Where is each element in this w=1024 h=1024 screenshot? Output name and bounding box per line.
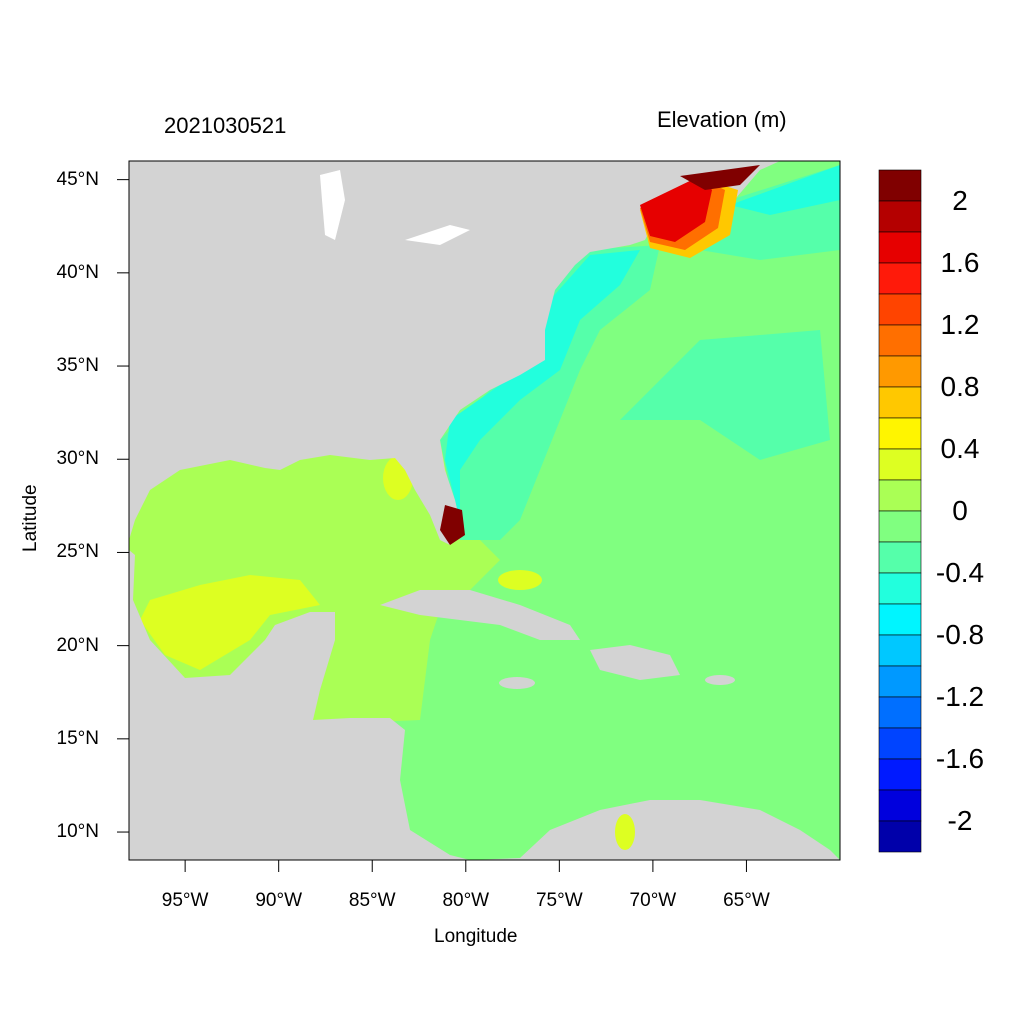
ne-coastal-region	[730, 165, 840, 215]
mid-atlantic-region	[620, 330, 830, 460]
y-tick-label: 20°N	[56, 634, 99, 656]
x-tick-label: 85°W	[348, 890, 396, 911]
jamaica-land	[499, 677, 535, 689]
colorbar-swatch	[878, 572, 922, 605]
colorbar-swatch	[878, 355, 922, 388]
colorbar-label: -2	[947, 805, 973, 836]
x-tick-label: 95°W	[161, 890, 209, 911]
y-tick-label: 10°N	[56, 821, 99, 843]
colorbar-swatch	[878, 324, 922, 357]
colorbar-swatch	[878, 231, 922, 264]
colorbar-label: -1.6	[935, 743, 985, 774]
cuba-land	[380, 590, 580, 640]
x-axis-label: Longitude	[434, 926, 518, 947]
colorbar-swatch	[878, 603, 922, 636]
x-tick-label: 90°W	[255, 890, 303, 911]
y-tick-label: 25°N	[56, 541, 99, 563]
campeche-region	[140, 575, 320, 670]
colorbar-swatch	[878, 758, 922, 791]
colorbar-swatch	[878, 696, 922, 729]
south-florida-surge	[440, 505, 465, 545]
colorbar-swatch	[878, 200, 922, 233]
colorbar-swatch	[878, 510, 922, 543]
colorbar-swatch	[878, 293, 922, 326]
colorbar-label: -1.2	[935, 681, 985, 712]
colorbar-label: 2	[952, 185, 968, 216]
colorbar-swatch	[878, 727, 922, 760]
map-frame	[128, 160, 841, 861]
colorbar-swatch	[878, 634, 922, 667]
x-tick-label: 70°W	[629, 890, 677, 911]
colorbar-title: Elevation (m)	[657, 107, 787, 132]
y-tick-label: 40°N	[56, 261, 99, 283]
south-america-land	[470, 800, 840, 860]
x-tick-label: 75°W	[535, 890, 583, 911]
colorbar-swatch	[878, 820, 922, 853]
colorbar-label: -0.8	[935, 619, 985, 650]
plot-timestamp: 2021030521	[164, 113, 287, 138]
colorbar-label: 0	[952, 495, 968, 526]
y-tick-label: 45°N	[56, 168, 99, 190]
colorbar-swatch	[878, 169, 922, 202]
colorbar	[878, 169, 922, 853]
colorbar-swatch	[878, 262, 922, 295]
colorbar-label: 1.6	[940, 247, 980, 278]
colorbar-label: 0.4	[940, 433, 980, 464]
surge-4	[680, 165, 760, 190]
hispaniola-land	[590, 645, 680, 680]
colorbar-swatch	[878, 448, 922, 481]
colorbar-label: 0.8	[940, 371, 980, 402]
colorbar-label: -0.4	[935, 557, 985, 588]
colorbar-swatch	[878, 417, 922, 450]
maracaibo-region	[615, 814, 635, 850]
x-tick-label: 65°W	[723, 890, 770, 911]
colorbar-swatch	[878, 541, 922, 574]
colorbar-swatch	[878, 386, 922, 419]
x-tick-label: 80°W	[442, 890, 490, 911]
shelf-region	[440, 245, 660, 540]
colorbar-swatch	[878, 479, 922, 512]
y-tick-label: 15°N	[56, 727, 99, 749]
colorbar-swatch	[878, 665, 922, 698]
lake-erie	[405, 225, 470, 245]
colorbar-label: 1.2	[940, 309, 980, 340]
puerto-rico-land	[705, 675, 735, 685]
coastal-region	[445, 250, 640, 520]
bahamas-region	[498, 570, 542, 590]
y-tick-label: 35°N	[56, 355, 99, 377]
surge-3	[640, 176, 712, 242]
y-tick-label: 30°N	[56, 448, 99, 470]
colorbar-swatch	[878, 789, 922, 822]
great-lakes	[320, 170, 345, 240]
